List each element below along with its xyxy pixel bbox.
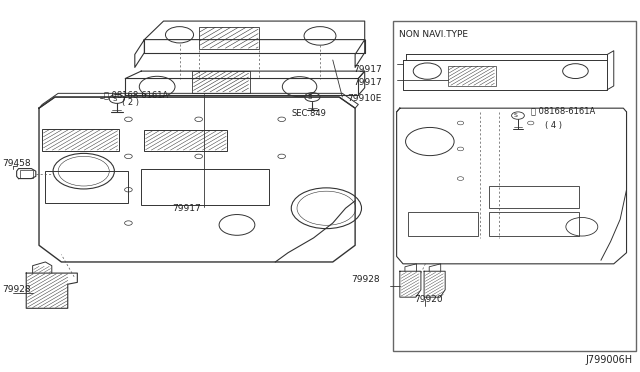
Text: 79920: 79920	[415, 295, 443, 304]
Text: 79910E: 79910E	[347, 94, 381, 103]
Bar	[489, 186, 579, 208]
Bar	[198, 27, 259, 49]
Text: Ⓢ 08168-6161A: Ⓢ 08168-6161A	[104, 91, 168, 100]
Text: J799006H: J799006H	[586, 355, 633, 365]
Bar	[45, 171, 129, 203]
Bar	[448, 65, 495, 86]
Text: 79928: 79928	[3, 285, 31, 294]
Bar	[20, 170, 33, 178]
Bar	[141, 169, 269, 205]
Bar	[489, 212, 579, 236]
Bar	[42, 129, 119, 151]
Text: 79917: 79917	[353, 65, 382, 74]
Bar	[408, 212, 478, 236]
Text: Ⓢ 08168-6161A: Ⓢ 08168-6161A	[531, 107, 595, 116]
Text: S: S	[513, 113, 517, 118]
Text: 79917: 79917	[353, 78, 382, 87]
Text: NON NAVI.TYPE: NON NAVI.TYPE	[399, 29, 468, 39]
Text: 79458: 79458	[3, 159, 31, 168]
Text: 79917: 79917	[172, 205, 200, 214]
Text: ( 2 ): ( 2 )	[122, 99, 139, 108]
Text: S: S	[308, 94, 312, 100]
Text: 79928: 79928	[351, 275, 380, 284]
Bar	[145, 131, 227, 151]
Bar	[192, 71, 250, 93]
Text: ( 4 ): ( 4 )	[545, 122, 562, 131]
Text: S: S	[112, 96, 116, 102]
Text: SEC.849: SEC.849	[291, 109, 326, 118]
